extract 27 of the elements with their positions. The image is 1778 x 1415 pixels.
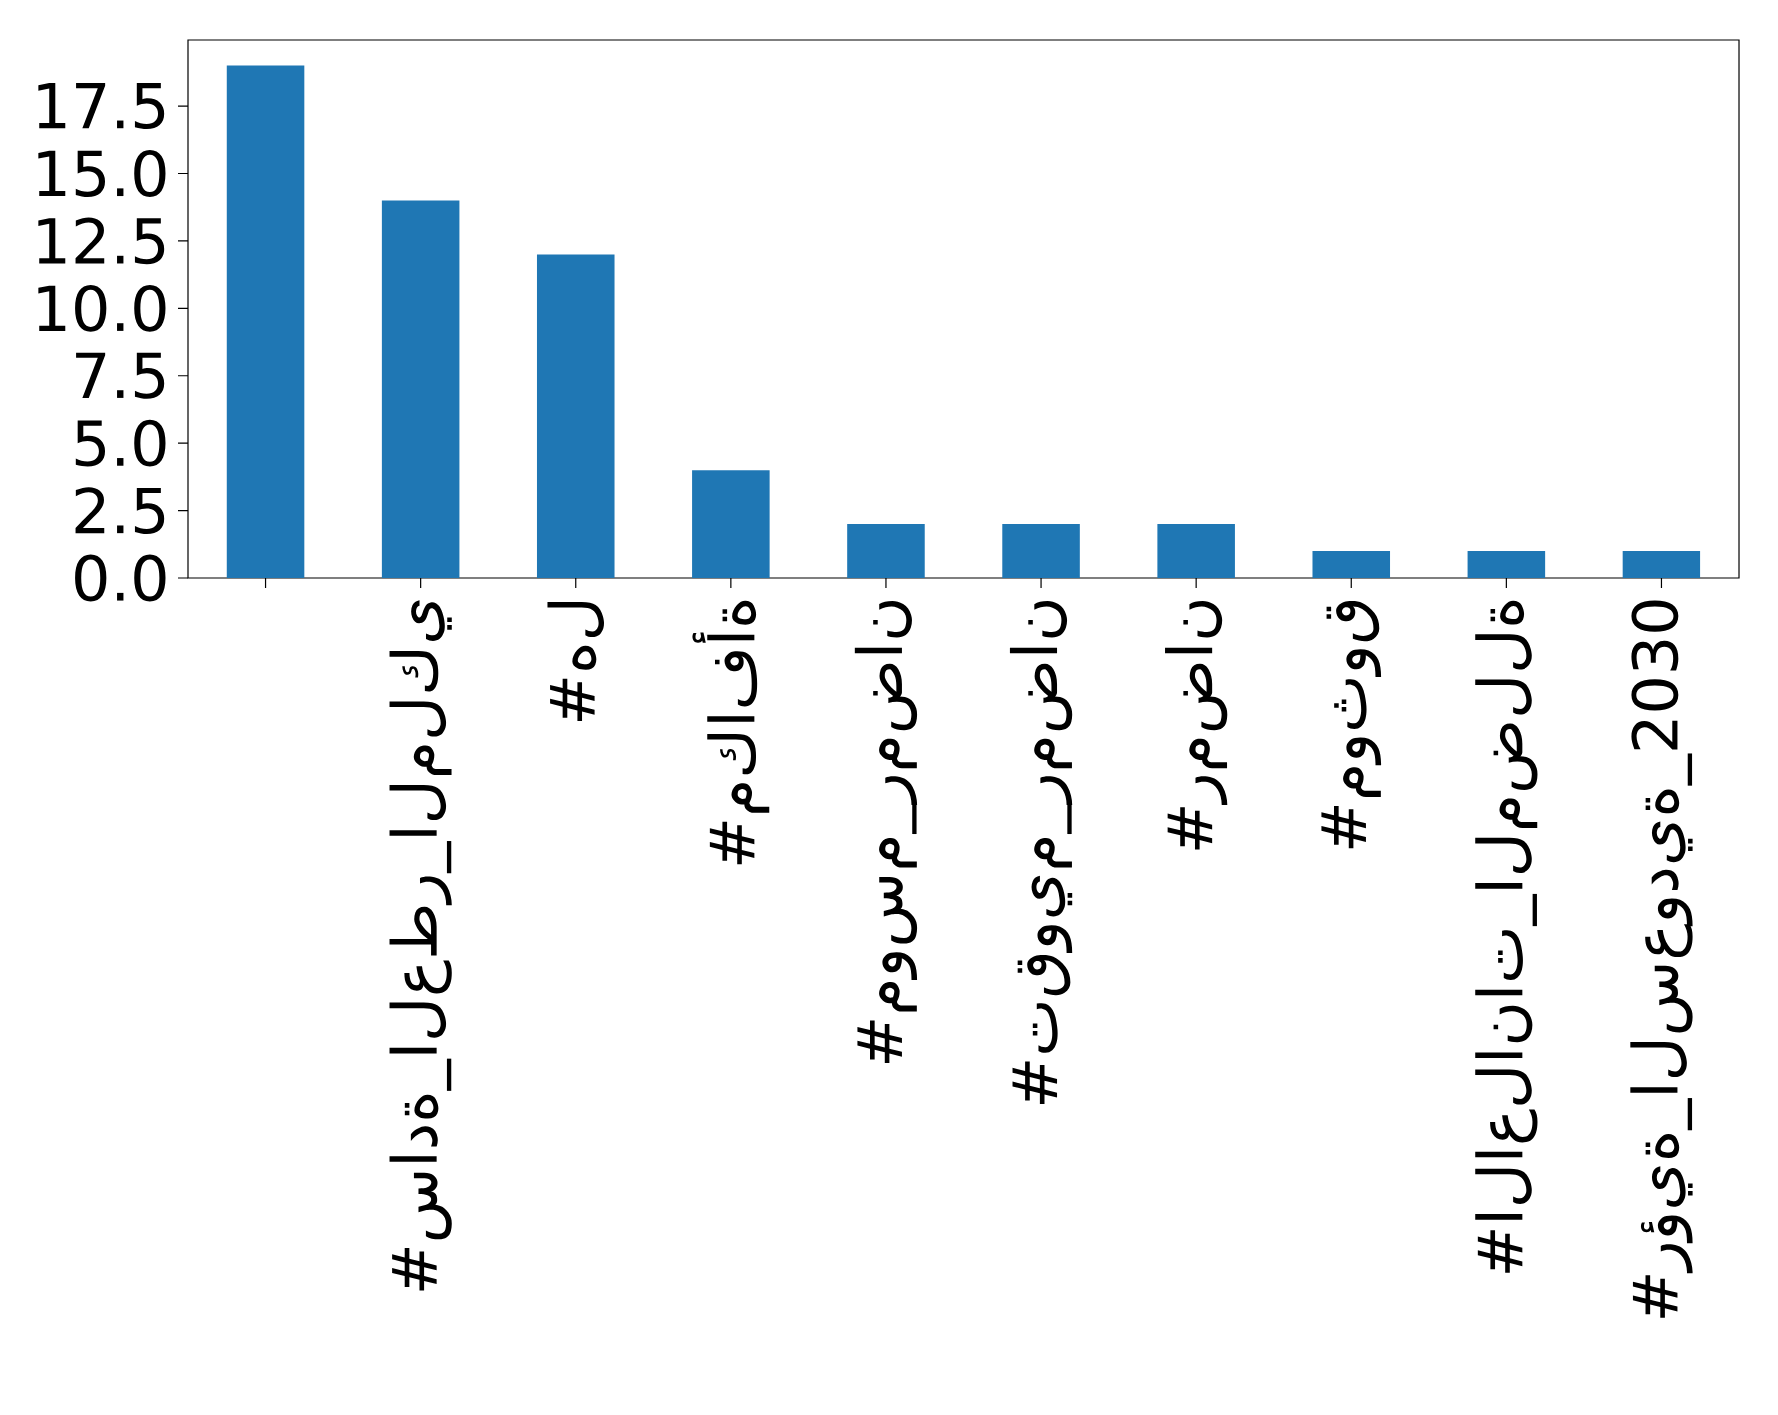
y-tick-label: 12.5 — [38, 217, 165, 265]
y-tick-label: 5.0 — [75, 419, 166, 467]
bar — [1002, 524, 1080, 578]
x-tick-label: #هل — [547, 601, 605, 722]
x-tick-label: #رمضان — [1165, 600, 1228, 850]
y-tick-label: 17.5 — [38, 83, 165, 130]
bar — [692, 470, 770, 578]
x-tick-label: #سادة_العطر_الملكي — [389, 600, 452, 1291]
bar — [1467, 551, 1546, 578]
bar — [1157, 524, 1235, 578]
y-tick-label: 10.0 — [38, 284, 166, 332]
x-tick-label: #موثوق — [1321, 601, 1382, 849]
bar — [847, 524, 925, 578]
x-tick-label: #الاعلانات_المضللة — [1475, 600, 1538, 1273]
bar — [1312, 551, 1391, 578]
bar — [226, 65, 305, 578]
x-tick-label: #موسم_رمضان — [854, 600, 918, 1063]
x-tick-label: #رؤية_السعودية_2030 — [1630, 600, 1693, 1318]
y-tick-label: 0.0 — [75, 554, 166, 602]
x-tick-label: #مكافأة — [692, 600, 770, 865]
y-tick-label: 15.0 — [38, 150, 166, 197]
x-tick-label: #تقويم_رمضان — [1009, 601, 1073, 1104]
bar — [381, 200, 460, 578]
bar — [536, 254, 615, 578]
y-tick-label: 7.5 — [76, 352, 165, 399]
bar — [1622, 551, 1701, 578]
y-tick-label: 2.5 — [75, 487, 165, 535]
